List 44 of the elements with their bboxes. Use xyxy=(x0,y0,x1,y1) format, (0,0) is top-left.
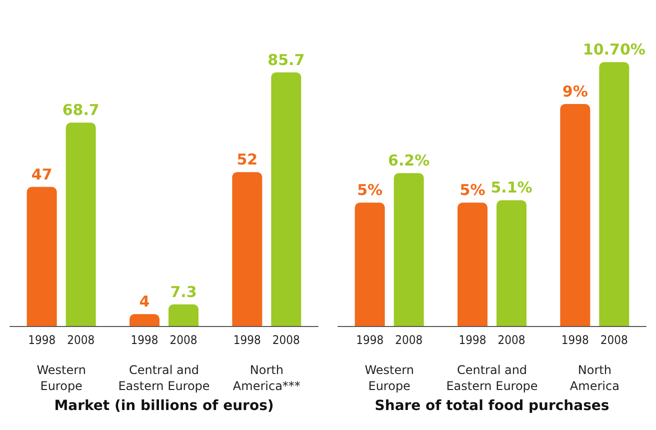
series-label: 2008 xyxy=(395,333,423,347)
data-label: 9% xyxy=(562,82,588,100)
text: 2008 xyxy=(600,333,628,347)
data-label: 52 xyxy=(236,150,258,169)
bar xyxy=(560,104,590,326)
bar xyxy=(354,202,385,326)
bar xyxy=(599,62,630,326)
x-tick-label: North America*** xyxy=(232,363,300,393)
text: Market (in billions of euros) xyxy=(54,398,274,414)
text: 2008 xyxy=(170,333,198,347)
x-tick-label: North America xyxy=(570,363,620,393)
bar xyxy=(232,172,262,326)
series-label: 1998 xyxy=(28,333,56,347)
series-label: 2008 xyxy=(67,333,95,347)
text: 1998 xyxy=(561,333,589,347)
data-label: 85.7 xyxy=(268,50,305,69)
bar xyxy=(26,186,57,326)
data-label: 10.70% xyxy=(582,40,646,59)
text: 2008 xyxy=(498,333,526,347)
data-label: 6.2% xyxy=(388,152,430,170)
data-label: 5.1% xyxy=(490,178,532,197)
data-label: 47 xyxy=(31,165,52,184)
data-label: 68.7 xyxy=(62,101,100,120)
bar xyxy=(271,72,302,326)
text: Share of total food purchases xyxy=(374,398,610,414)
bar xyxy=(168,304,198,326)
data-label: 5% xyxy=(460,181,486,200)
text: 1998 xyxy=(130,333,158,347)
x-tick-label: Western Europe xyxy=(364,363,414,393)
bar xyxy=(130,314,160,326)
series-label: 1998 xyxy=(356,333,384,347)
bar xyxy=(496,200,526,326)
text: 1998 xyxy=(458,333,486,347)
data-label: 7.3 xyxy=(170,282,197,301)
x-tick-label: Central and Eastern Europe xyxy=(446,363,538,393)
data-label: 4 xyxy=(139,292,150,311)
x-tick-label: Western Europe xyxy=(36,363,86,393)
text: 2008 xyxy=(272,333,300,347)
text: 1998 xyxy=(233,333,261,347)
bar xyxy=(458,202,488,326)
x-tick-label: Central and Eastern Europe xyxy=(118,363,210,393)
data-label: 5% xyxy=(357,181,383,200)
bar xyxy=(66,122,96,326)
bar xyxy=(394,173,424,326)
